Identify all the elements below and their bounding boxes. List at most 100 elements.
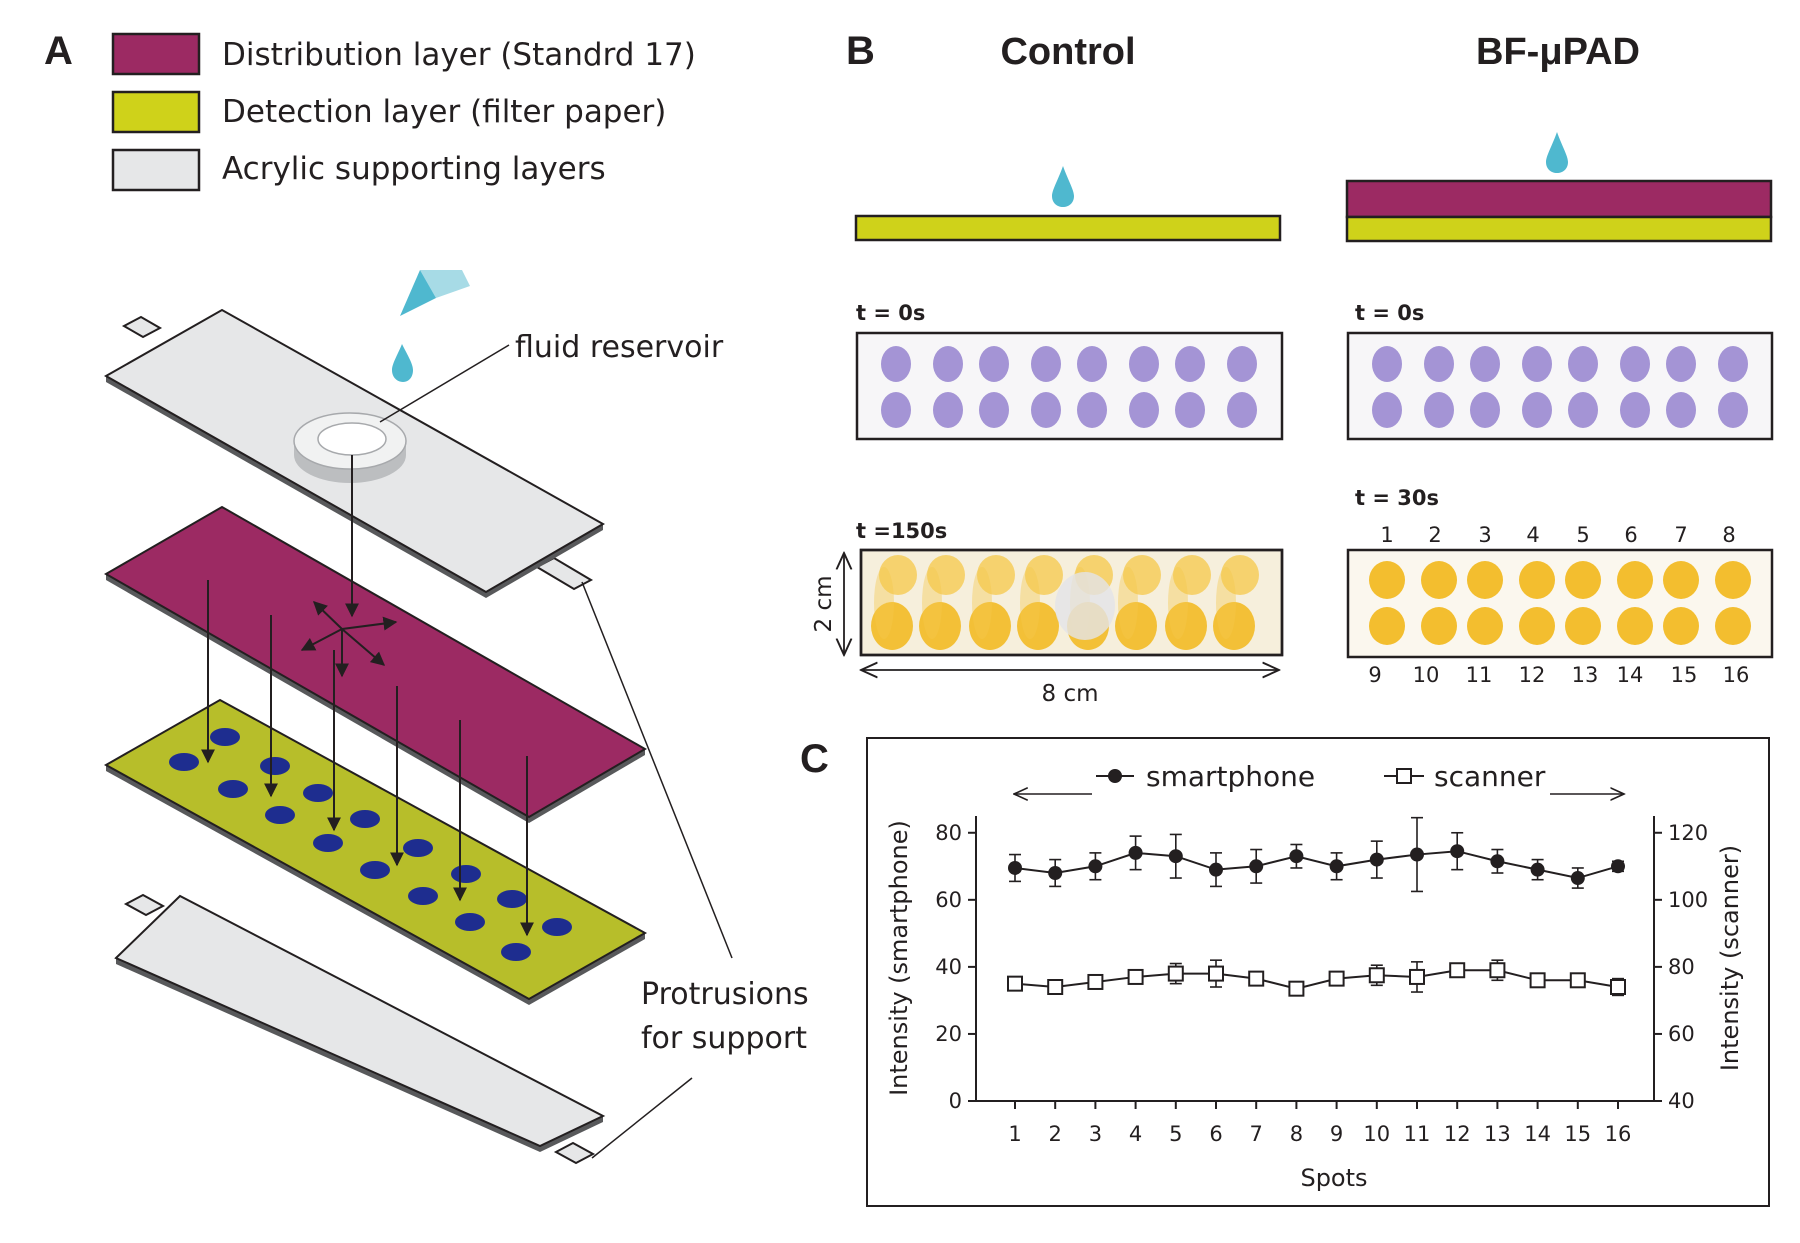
spot-numbers-top: 1 2 3 4 5 6 7 8: [1380, 523, 1735, 547]
data-point-scanner: [1127, 968, 1144, 985]
reservoir-leader-line: [379, 344, 510, 423]
device-t1-spots: [1369, 561, 1751, 645]
control-washout-area: [1055, 572, 1115, 640]
purple-spot: [1522, 346, 1552, 382]
purple-spot: [1129, 392, 1159, 428]
purple-spot: [1666, 346, 1696, 382]
data-point-scanner: [1087, 973, 1104, 990]
y-tick-label-left: 40: [935, 955, 962, 979]
yellow-smeared-spot: [879, 555, 917, 595]
y-tick-label-right: 60: [1668, 1022, 1695, 1046]
legend-scanner-label: scanner: [1434, 760, 1546, 793]
x-tick-label: 12: [1444, 1122, 1471, 1146]
purple-spot: [1372, 346, 1402, 382]
x-tick-label: 6: [1209, 1122, 1222, 1146]
y-tick-label-right: 40: [1668, 1089, 1695, 1113]
detection-spot: [218, 780, 248, 798]
control-t1-spots: [871, 555, 1259, 650]
data-point-scanner: [1409, 968, 1425, 985]
control-droplet-icon: [1052, 166, 1074, 207]
y-axis-right-label: Intensity (scanner): [1716, 845, 1744, 1071]
device-time-0: t = 0s: [1355, 301, 1424, 325]
detection-spot: [265, 806, 295, 824]
y-ticks-left: 0 20 40 60 80: [935, 821, 976, 1113]
data-point-scanner: [1167, 965, 1184, 982]
series-smartphone: [1008, 816, 1625, 893]
detection-spot: [350, 810, 380, 828]
data-point-scanner: [1529, 972, 1546, 989]
control-t0-spots: [881, 346, 1257, 428]
yellow-smear-trail: [1216, 567, 1236, 639]
chart-legend: smartphone scanner: [1014, 760, 1624, 794]
spot-number: 5: [1576, 523, 1589, 547]
yellow-smeared-spot: [1115, 602, 1157, 650]
purple-spot: [1077, 346, 1107, 382]
purple-spot: [1620, 392, 1650, 428]
data-point-smartphone: [1128, 845, 1143, 860]
control-time-1: t =150s: [856, 519, 947, 543]
data-point-smartphone: [1450, 844, 1465, 859]
x-tick-label: 11: [1404, 1122, 1431, 1146]
device-t0-spots: [1372, 346, 1748, 428]
yellow-spot: [1565, 561, 1601, 599]
yellow-spot: [1421, 561, 1457, 599]
data-point-scanner: [1449, 962, 1466, 979]
yellow-smear-trail: [1168, 567, 1188, 639]
yellow-spot: [1421, 607, 1457, 645]
data-point-smartphone: [1611, 859, 1625, 874]
panel-a-legend: Distribution layer (Standrd 17) Detectio…: [111, 32, 696, 192]
purple-spot: [1522, 392, 1552, 428]
spot-number: 4: [1526, 523, 1539, 547]
callout-protrusions-line1: Protrusions: [641, 977, 809, 1012]
yellow-smeared-spot: [1025, 555, 1063, 595]
purple-spot: [1031, 392, 1061, 428]
pipette-icon: [400, 270, 470, 316]
spot-number: 9: [1368, 663, 1381, 687]
series-line-scanner: [1014, 969, 1619, 990]
y-ticks-right: 40 60 80 100 120: [1654, 821, 1708, 1113]
y-tick-label-left: 80: [935, 821, 962, 845]
detection-spot: [313, 834, 343, 852]
yellow-smeared-spot: [1123, 555, 1161, 595]
purple-spot: [1424, 392, 1454, 428]
data-point-smartphone: [1410, 847, 1424, 862]
data-point-smartphone: [1369, 852, 1384, 867]
data-point-smartphone: [1008, 860, 1022, 875]
fluid-reservoir: [293, 412, 407, 483]
legend-label-distribution: Distribution layer (Standrd 17): [222, 37, 696, 73]
height-dimension-label: 2 cm: [811, 576, 837, 633]
x-ticks: 1 2 3 4 5 6 7 8 9 10 11 12 13 14 15 16: [1008, 1101, 1631, 1146]
purple-spot: [933, 346, 963, 382]
detection-spot: [303, 784, 333, 802]
spot-number: 1: [1380, 523, 1393, 547]
chart-frame: [866, 737, 1770, 1207]
purple-spot: [1227, 346, 1257, 382]
detection-spot: [455, 913, 485, 931]
purple-spot: [1424, 346, 1454, 382]
device-distribution-strip: [1345, 179, 1773, 219]
device-photo-t0: [1346, 331, 1774, 441]
detection-spot: [408, 887, 438, 905]
purple-spot: [1568, 392, 1598, 428]
x-tick-label: 1: [1008, 1122, 1021, 1146]
spot-numbers-bottom: 9 10 11 12 13 14 15 16: [1368, 663, 1749, 687]
spot-number: 15: [1671, 663, 1698, 687]
x-tick-label: 9: [1330, 1122, 1343, 1146]
droplet-icon: [392, 344, 413, 382]
yellow-smeared-spot: [1017, 602, 1059, 650]
legend-smartphone-marker: [1108, 769, 1122, 783]
yellow-spot: [1467, 607, 1503, 645]
yellow-smear-trail: [972, 567, 992, 639]
detection-layer: [103, 698, 648, 1005]
purple-spot: [979, 346, 1009, 382]
data-point-smartphone: [1289, 849, 1304, 864]
data-point-scanner: [1288, 980, 1305, 997]
purple-spot: [1175, 346, 1205, 382]
yellow-smear-trail: [922, 567, 942, 639]
y-tick-label-right: 100: [1668, 888, 1708, 912]
data-point-scanner: [1610, 979, 1626, 995]
yellow-smeared-spot: [919, 602, 961, 650]
x-tick-label: 2: [1049, 1122, 1062, 1146]
